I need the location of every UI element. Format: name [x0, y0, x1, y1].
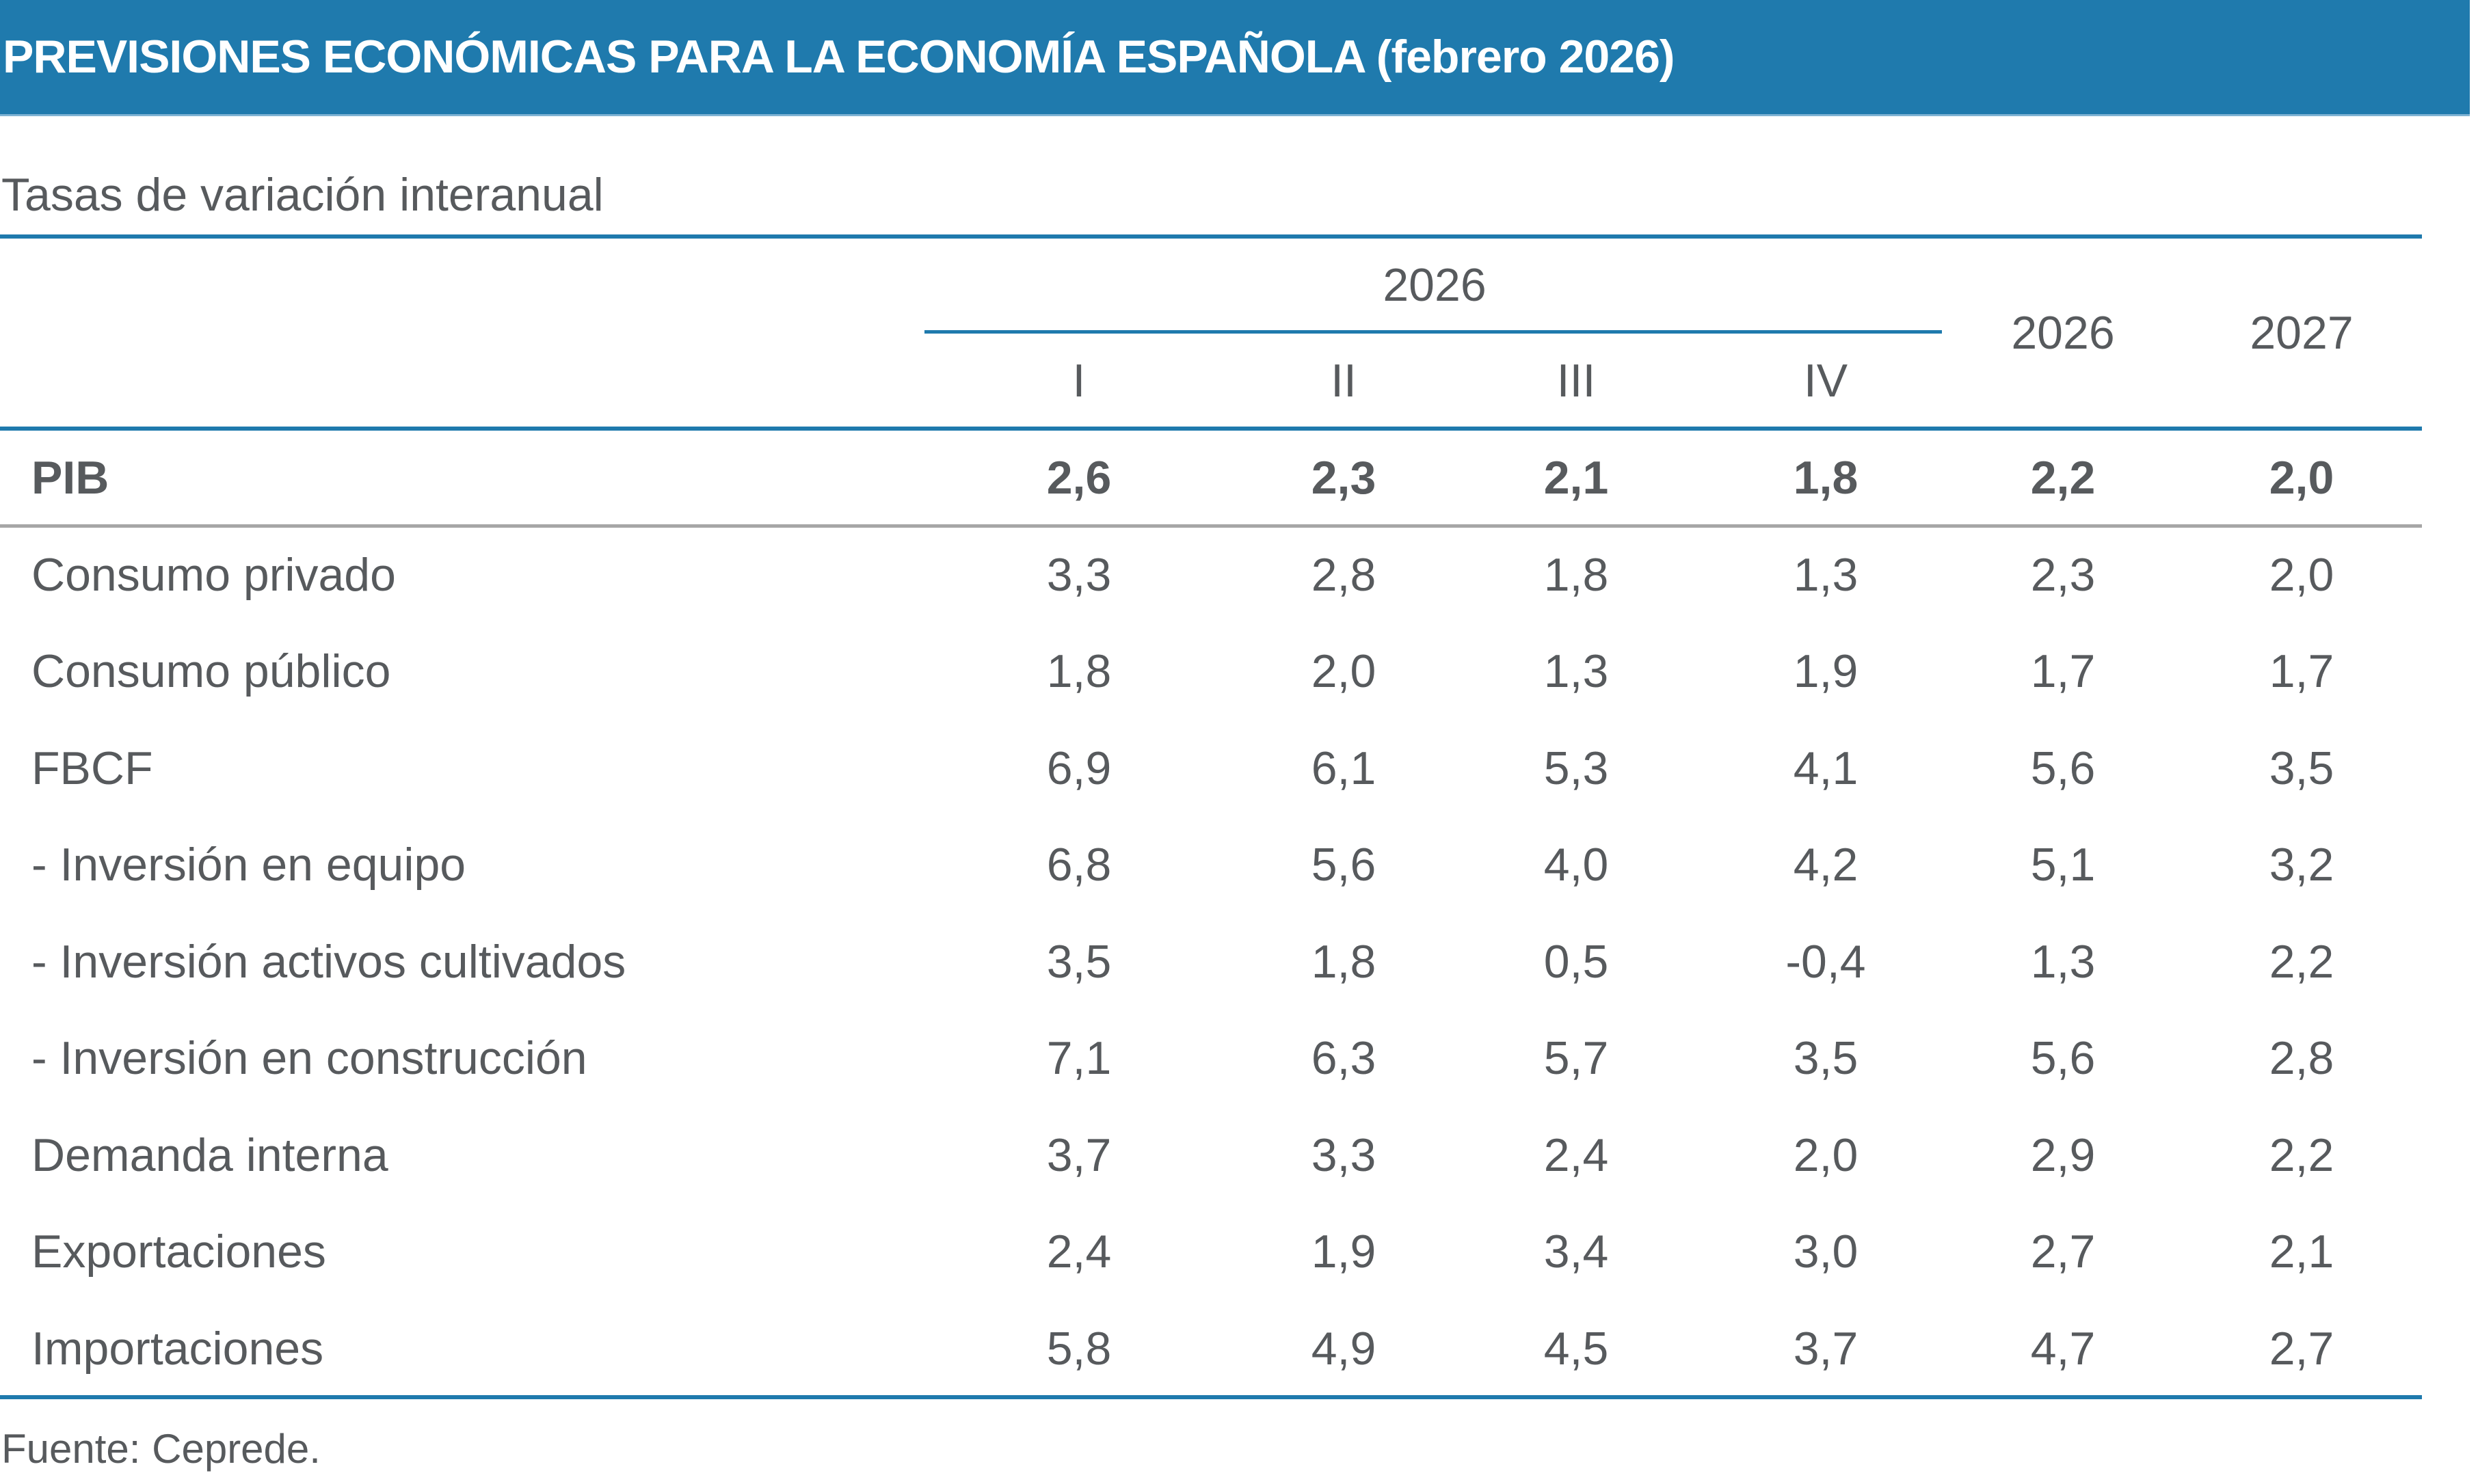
value-cell: 4,9 [1311, 1322, 1376, 1375]
value-cell: 6,3 [1311, 1032, 1376, 1084]
column-header-i: I [1072, 355, 1086, 407]
page-title: PREVISIONES ECONÓMICAS PARA LA ECONOMÍA … [3, 31, 1675, 83]
value-cell: 1,3 [1543, 645, 1609, 697]
value-cell: 2,8 [2269, 1032, 2334, 1084]
value-cell: 5,3 [1543, 742, 1609, 794]
group-header-2026: 2026 [1383, 259, 1487, 311]
value-cell: 3,7 [1046, 1129, 1112, 1181]
value-cell: 2,6 [1046, 452, 1112, 504]
row-label: - Inversión activos cultivados [31, 935, 626, 988]
value-cell: 2,2 [2269, 1129, 2334, 1181]
pib-separator-rule [0, 524, 2422, 528]
value-cell: 2,3 [2030, 548, 2096, 601]
value-cell: 3,2 [2269, 839, 2334, 891]
value-cell: 3,0 [1793, 1226, 1858, 1278]
table-bottom-rule [0, 1395, 2422, 1399]
row-label: FBCF [31, 742, 153, 794]
column-header-2027: 2027 [2250, 307, 2354, 359]
value-cell: 2,4 [1046, 1226, 1112, 1278]
value-cell: 3,7 [1793, 1322, 1858, 1375]
value-cell: 3,5 [1046, 935, 1112, 988]
value-cell: 5,6 [2030, 742, 2096, 794]
value-cell: 5,7 [1543, 1032, 1609, 1084]
value-cell: 1,7 [2269, 645, 2334, 697]
value-cell: 1,7 [2030, 645, 2096, 697]
source-note: Fuente: Ceprede. [1, 1426, 321, 1472]
row-label: Consumo privado [31, 548, 396, 601]
title-bar: PREVISIONES ECONÓMICAS PARA LA ECONOMÍA … [0, 0, 2470, 116]
value-cell: 3,3 [1046, 548, 1112, 601]
value-cell: 6,1 [1311, 742, 1376, 794]
row-label: Demanda interna [31, 1129, 388, 1181]
value-cell: 5,8 [1046, 1322, 1112, 1375]
value-cell: 4,1 [1793, 742, 1858, 794]
value-cell: 2,1 [2269, 1226, 2334, 1278]
value-cell: 2,7 [2269, 1322, 2334, 1375]
row-label: PIB [31, 452, 109, 504]
column-header-2026: 2026 [2011, 307, 2115, 359]
value-cell: 1,8 [1311, 935, 1376, 988]
group-header-rule [924, 330, 1942, 334]
value-cell: 2,0 [1793, 1129, 1858, 1181]
column-header-ii: II [1331, 355, 1357, 407]
value-cell: 6,8 [1046, 839, 1112, 891]
value-cell: 1,8 [1046, 645, 1112, 697]
value-cell: 0,5 [1543, 935, 1609, 988]
value-cell: 2,0 [2269, 548, 2334, 601]
value-cell: 7,1 [1046, 1032, 1112, 1084]
value-cell: 2,4 [1543, 1129, 1609, 1181]
value-cell: 1,9 [1311, 1226, 1376, 1278]
value-cell: 3,5 [1793, 1032, 1858, 1084]
value-cell: 2,9 [2030, 1129, 2096, 1181]
value-cell: 6,9 [1046, 742, 1112, 794]
value-cell: 2,0 [1311, 645, 1376, 697]
row-label: Importaciones [31, 1322, 324, 1375]
value-cell: 1,9 [1793, 645, 1858, 697]
value-cell: 4,2 [1793, 839, 1858, 891]
value-cell: 2,2 [2030, 452, 2096, 504]
row-label: Exportaciones [31, 1226, 326, 1278]
column-header-iv: IV [1803, 355, 1848, 407]
value-cell: 2,0 [2269, 452, 2334, 504]
value-cell: -0,4 [1785, 935, 1866, 988]
column-header-iii: III [1556, 355, 1596, 407]
value-cell: 2,3 [1311, 452, 1376, 504]
value-cell: 3,3 [1311, 1129, 1376, 1181]
value-cell: 2,1 [1543, 452, 1609, 504]
value-cell: 3,4 [1543, 1226, 1609, 1278]
value-cell: 5,6 [2030, 1032, 2096, 1084]
value-cell: 1,3 [1793, 548, 1858, 601]
value-cell: 1,8 [1543, 548, 1609, 601]
row-label: Consumo público [31, 645, 391, 697]
table-top-rule [0, 234, 2422, 239]
value-cell: 5,1 [2030, 839, 2096, 891]
table-subtitle: Tasas de variación interanual [1, 169, 604, 221]
header-bottom-rule [0, 427, 2422, 431]
value-cell: 5,6 [1311, 839, 1376, 891]
row-label: - Inversión en construcción [31, 1032, 587, 1084]
value-cell: 4,7 [2030, 1322, 2096, 1375]
value-cell: 2,2 [2269, 935, 2334, 988]
value-cell: 4,5 [1543, 1322, 1609, 1375]
row-label: - Inversión en equipo [31, 839, 466, 891]
value-cell: 2,8 [1311, 548, 1376, 601]
value-cell: 3,5 [2269, 742, 2334, 794]
value-cell: 2,7 [2030, 1226, 2096, 1278]
value-cell: 1,3 [2030, 935, 2096, 988]
value-cell: 1,8 [1793, 452, 1858, 504]
value-cell: 4,0 [1543, 839, 1609, 891]
